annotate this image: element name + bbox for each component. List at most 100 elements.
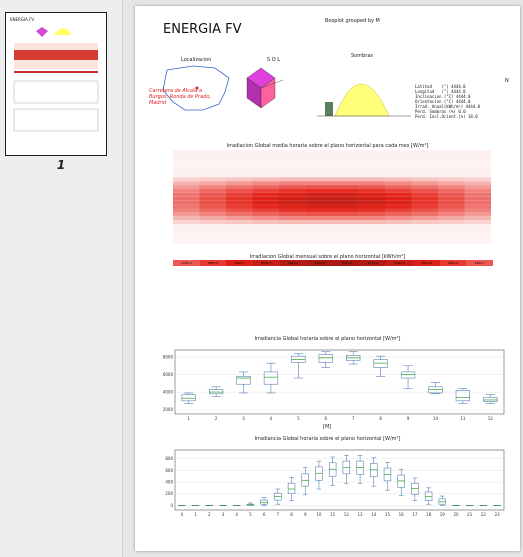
heatmap-cell — [385, 208, 412, 213]
heatmap-cell — [226, 196, 253, 201]
y-tick-label: 200 — [165, 491, 173, 496]
heatmap-cell — [173, 150, 200, 154]
heatmap-cell — [411, 165, 438, 170]
heatmap-cell — [279, 165, 306, 170]
heatmap-cell — [411, 239, 438, 244]
heatmap-cell — [199, 177, 226, 182]
heatmap-cell — [358, 200, 385, 205]
x-tick-label: 10 — [316, 512, 322, 517]
heatmap-cell — [411, 204, 438, 209]
y-tick-label: 6000 — [163, 372, 174, 377]
heatmap-cell — [332, 161, 359, 166]
box-mark — [438, 495, 446, 506]
heatmap-cell — [226, 239, 253, 244]
heatmap-cell — [385, 196, 412, 201]
heatmap-cell — [464, 165, 491, 170]
svg-text:ENERGIA FV: ENERGIA FV — [10, 17, 34, 22]
heatmap-cell — [279, 231, 306, 236]
heatmap-cell — [411, 212, 438, 217]
heatmap-cell — [385, 169, 412, 174]
heatmap-cell — [464, 216, 491, 221]
x-tick-label: 3 — [242, 416, 245, 421]
y-tick-label: 4000 — [163, 390, 174, 395]
shadow-diagram — [317, 83, 411, 117]
box-mark — [181, 392, 196, 404]
heatmap-cell — [438, 189, 465, 193]
x-tick-label: 8 — [379, 416, 382, 421]
heatmap-cell — [358, 224, 385, 228]
box-mark — [424, 487, 433, 505]
heatmap-cell — [385, 165, 412, 170]
heatmap-cell — [199, 208, 226, 213]
heatmap-cell — [173, 161, 200, 166]
y-tick-label: 0 — [170, 503, 173, 508]
document-page: ENERGIA FV Boxplot grouped by M Localiza… — [135, 6, 520, 551]
y-tick-label: 2000 — [163, 407, 174, 412]
heatmap-cell — [411, 220, 438, 225]
box-mark — [301, 467, 309, 496]
heatmap-cell — [385, 212, 412, 217]
heatmap-cell — [438, 161, 465, 166]
heatmap-cell — [305, 212, 332, 217]
page-thumbnail[interactable]: ENERGIA FV — [5, 12, 107, 156]
x-tick-label: 8 — [290, 512, 293, 517]
heatmap-cell — [226, 169, 253, 174]
heatmap-cell — [199, 239, 226, 244]
document-viewer[interactable]: ENERGIA FV Boxplot grouped by M Localiza… — [123, 0, 523, 557]
heatmap-cell — [252, 189, 279, 193]
heatmap-cell — [226, 212, 253, 217]
x-tick-label: 6 — [263, 512, 266, 517]
heatmap-cell — [173, 220, 200, 225]
heatmap-cell — [411, 192, 438, 197]
heatmap-cell — [358, 220, 385, 225]
box-mark — [383, 461, 392, 491]
heatmap-cell — [305, 239, 332, 244]
heatmap-cell — [332, 185, 359, 189]
heatmap-cell — [279, 224, 306, 228]
heatmap-cell — [332, 177, 359, 182]
heatmap-cell — [305, 228, 332, 232]
page-title: ENERGIA FV — [163, 22, 242, 37]
heatmap-cell — [358, 212, 385, 217]
y-tick-label: 8000 — [163, 355, 174, 360]
box-mark — [263, 362, 279, 394]
thumbnail-sidebar: ENERGIA FV 1 — [0, 0, 123, 557]
heatmap-cell — [252, 161, 279, 166]
heatmap-cell — [279, 153, 306, 158]
heatmap-cell — [332, 228, 359, 232]
param-row: Orientacion (°C) 4444.0 — [415, 99, 471, 104]
monthly-cell: 6712.8 — [359, 260, 387, 266]
heatmap-cell — [358, 150, 385, 154]
heatmap-cell — [411, 153, 438, 158]
heatmap-cell — [438, 150, 465, 154]
monthly-cell: 7643.4 — [279, 260, 307, 266]
heatmap-cell — [226, 220, 253, 225]
heatmap-cell — [173, 192, 200, 197]
heatmap-cell — [358, 185, 385, 189]
heatmap-cell — [279, 220, 306, 225]
heatmap-cell — [464, 161, 491, 166]
heatmap-cell — [358, 239, 385, 244]
location-note: Carretera de Alcala a Burgos, Ronda de P… — [149, 88, 211, 106]
location-marker — [195, 86, 199, 90]
heatmap-cell — [226, 157, 253, 162]
heatmap-cell — [358, 165, 385, 170]
x-tick-label: 20 — [453, 512, 459, 517]
heatmap-cell — [305, 235, 332, 240]
heatmap-cell — [358, 157, 385, 162]
heatmap-cell — [252, 220, 279, 225]
box-mark — [287, 477, 296, 501]
heatmap-cell — [385, 216, 412, 221]
heatmap-cell — [305, 161, 332, 166]
heatmap-cell — [226, 200, 253, 205]
monthly-cell: 7571.3 — [333, 260, 360, 266]
heatmap-cell — [438, 216, 465, 221]
box-mark — [356, 454, 364, 484]
heatmap-cell — [464, 220, 491, 225]
heatmap-cell — [199, 173, 226, 178]
heatmap-cell — [226, 153, 253, 158]
heatmap-cell — [411, 173, 438, 178]
heatmap-cell — [358, 181, 385, 186]
heatmap-cell — [252, 177, 279, 182]
